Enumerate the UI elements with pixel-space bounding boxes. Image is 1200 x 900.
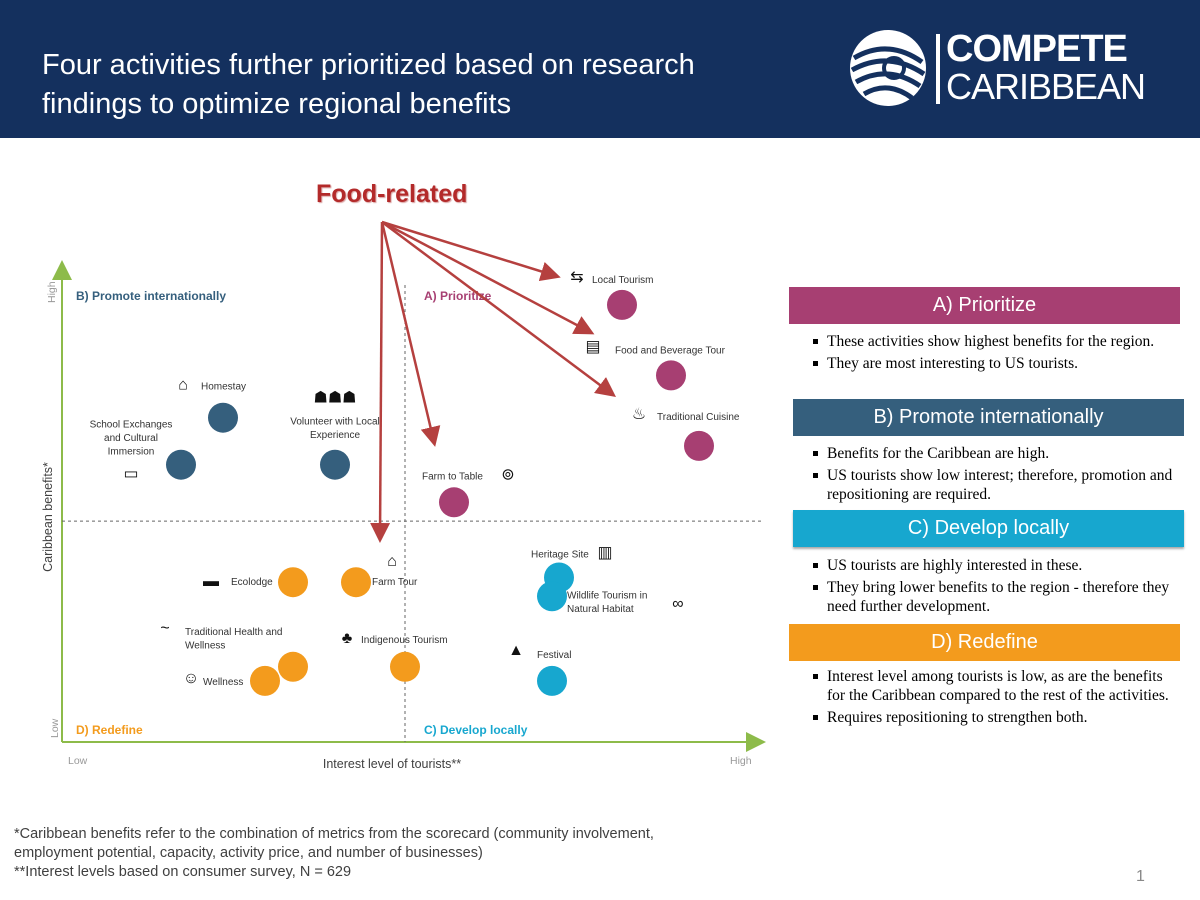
point-label: Indigenous Tourism [361, 635, 448, 646]
binoculars-icon: ∞ [672, 595, 683, 612]
point-label: Festival [537, 650, 571, 661]
point-label: Ecolodge [231, 577, 273, 588]
legend-bullet: Requires repositioning to strengthen bot… [810, 708, 1180, 727]
point-label: Homestay [201, 382, 246, 393]
barn-icon: ⌂ [387, 553, 397, 570]
point-label: Wellness [185, 640, 225, 651]
point-label: Immersion [108, 447, 155, 458]
point-label: Heritage Site [531, 550, 589, 561]
data-point [208, 402, 238, 433]
x-axis-low-label: Low [68, 755, 88, 767]
logo-text-compete: COMPETE [946, 28, 1128, 70]
logo-divider [936, 34, 940, 104]
legend-bullet: They are most interesting to US tourists… [810, 354, 1180, 373]
point-label: Volunteer with Local [290, 417, 380, 428]
legend-bullet: These activities show highest benefits f… [810, 332, 1180, 351]
legend-bullet: Benefits for the Caribbean are high. [810, 444, 1180, 463]
legend-bullets-promote: Benefits for the Caribbean are high. US … [810, 444, 1180, 507]
data-point [684, 430, 714, 461]
data-point [390, 651, 420, 682]
legend-bullet: They bring lower benefits to the region … [810, 578, 1180, 616]
legend-bullets-prioritize: These activities show highest benefits f… [810, 332, 1180, 376]
tent-icon: ▲ [508, 642, 524, 659]
quadrant-label-promote: B) Promote internationally [76, 289, 226, 303]
house-icon: ⌂ [178, 377, 188, 394]
footnote-benefits: *Caribbean benefits refer to the combina… [14, 826, 654, 861]
legend-header-develop: C) Develop locally [793, 510, 1184, 547]
food-related-arrow [370, 221, 391, 543]
food-related-arrow [381, 220, 561, 282]
quadrant-label-redefine: D) Redefine [76, 723, 143, 737]
point-label: Wellness [203, 677, 243, 688]
x-axis-label: Interest level of tourists** [323, 757, 461, 771]
legend-bullet: Interest level among tourists is low, as… [810, 667, 1180, 705]
point-label: Experience [310, 430, 360, 441]
legend-bullet: US tourists are highly interested in the… [810, 556, 1180, 575]
wave-globe-icon [850, 30, 926, 106]
legend-header-prioritize: A) Prioritize [789, 287, 1180, 324]
bus-icon: ▭ [123, 466, 138, 483]
tree-icon: ♣ [342, 630, 353, 647]
people-group-icon: ☗☗☗ [313, 390, 356, 407]
footnotes: *Caribbean benefits refer to the combina… [14, 825, 654, 882]
food-related-annotation: Food-related [316, 180, 468, 208]
point-label: Food and Beverage Tour [615, 345, 726, 356]
data-point [537, 581, 567, 612]
footnote-interest: **Interest levels based on consumer surv… [14, 864, 352, 880]
point-label: Natural Habitat [567, 604, 634, 615]
point-label: Farm to Table [422, 471, 483, 482]
food-related-arrow [381, 220, 617, 397]
data-point [656, 360, 686, 391]
data-point [166, 449, 196, 480]
y-axis-low-label: Low [49, 718, 61, 738]
prioritization-matrix-chart: Interest level of tourists** Caribbean be… [41, 220, 766, 771]
page-title: Four activities further prioritized base… [42, 49, 695, 120]
plate-cutlery-icon: ⊚ [501, 466, 514, 483]
food-related-arrow [381, 220, 595, 335]
y-axis-high-label: High [46, 281, 58, 303]
point-label: Traditional Health and [185, 627, 282, 638]
data-point [320, 449, 350, 480]
data-point [607, 289, 637, 320]
data-point [250, 665, 280, 696]
point-label: Traditional Cuisine [657, 412, 740, 423]
header-bar: Four activities further prioritized base… [0, 0, 1200, 138]
food-related-arrow [380, 221, 441, 447]
data-point [278, 567, 308, 598]
meditation-icon: ☺ [183, 670, 199, 687]
point-label: Farm Tour [372, 577, 418, 588]
point-label: Local Tourism [592, 275, 654, 286]
legend-header-redefine: D) Redefine [789, 624, 1180, 661]
cooking-pot-icon: ♨ [632, 406, 646, 423]
massage-icon: ~ [160, 620, 169, 637]
point-label: Wildlife Tourism in [567, 590, 647, 601]
map-icon: ▥ [597, 545, 612, 562]
logo-text-caribbean: CARIBBEAN [946, 66, 1146, 107]
y-axis-label: Caribbean benefits* [41, 462, 55, 572]
x-axis-high-label: High [730, 755, 752, 767]
point-label: School Exchanges [90, 420, 173, 431]
bed-icon: ▬ [203, 573, 219, 590]
point-label: and Cultural [104, 433, 158, 444]
page-number: 1 [1136, 868, 1145, 885]
quadrant-label-develop: C) Develop locally [424, 723, 528, 737]
signpost-icon: ⇆ [570, 269, 583, 286]
legend-bullets-redefine: Interest level among tourists is low, as… [810, 667, 1180, 730]
data-point [439, 487, 469, 518]
data-point [341, 567, 371, 598]
data-point [537, 665, 567, 696]
food-truck-icon: ▤ [585, 338, 600, 355]
data-point [278, 651, 308, 682]
compete-caribbean-logo: COMPETE CARIBBEAN [848, 28, 1148, 110]
legend-bullet: US tourists show low interest; therefore… [810, 466, 1180, 504]
legend-bullets-develop: US tourists are highly interested in the… [810, 556, 1180, 619]
legend-header-promote: B) Promote internationally [793, 399, 1184, 436]
